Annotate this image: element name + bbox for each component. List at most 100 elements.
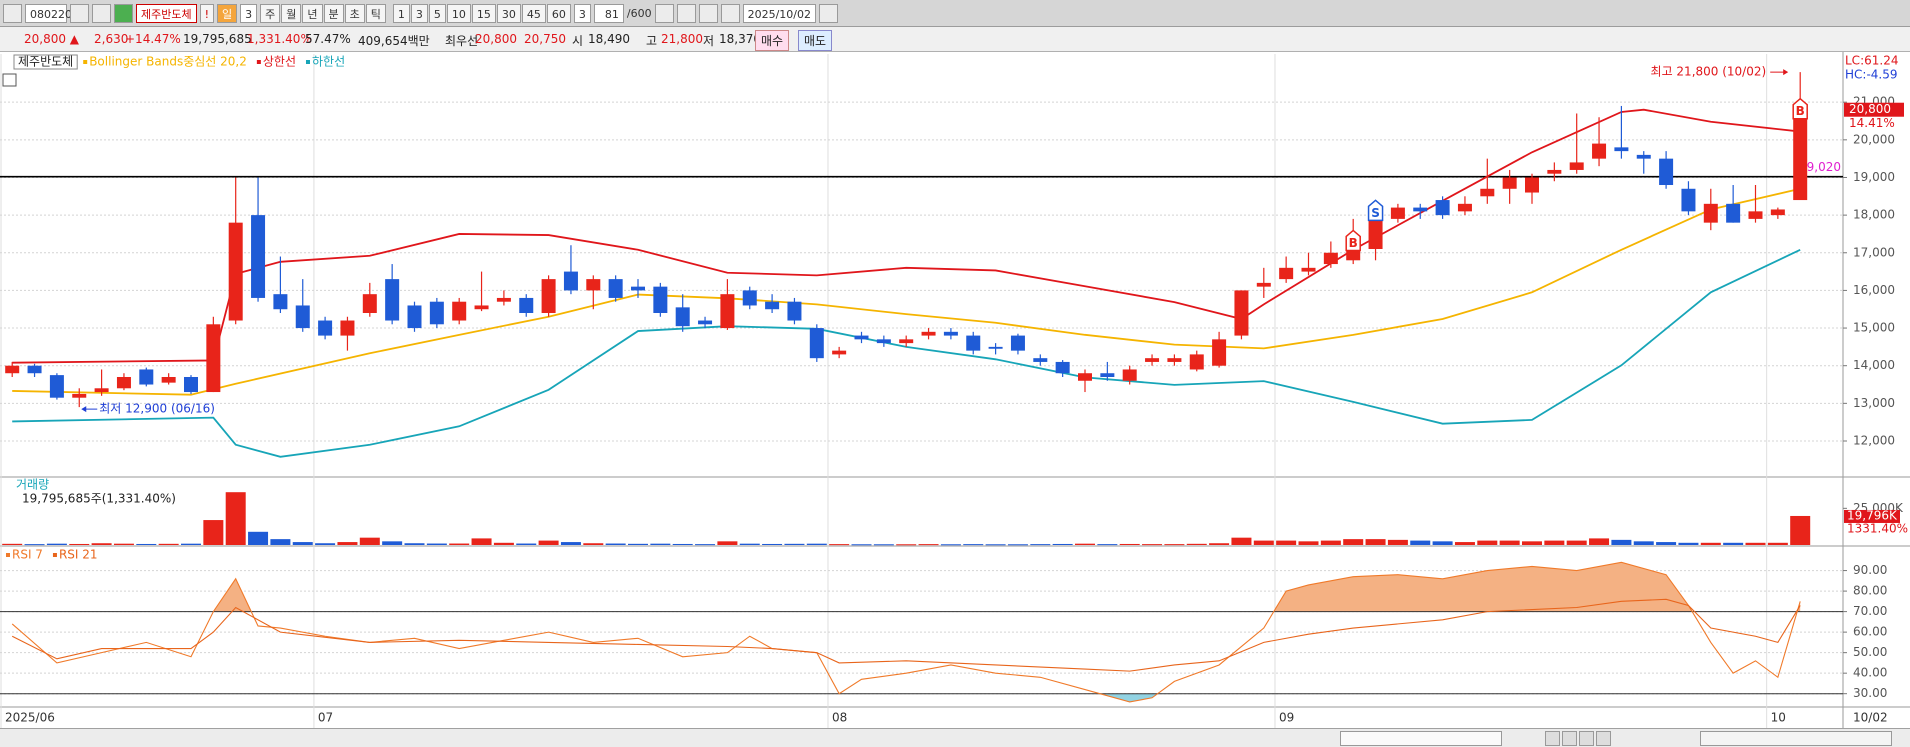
volume-bar [1075,543,1095,545]
zoom-control[interactable] [1700,731,1892,746]
x-tick-label: 10 [1771,711,1786,725]
tool-icon[interactable] [676,3,696,23]
signal-label: B [1349,236,1358,250]
nav-button[interactable] [1562,731,1577,746]
period-button[interactable]: 틱 [365,3,386,23]
candle-body [1323,252,1338,265]
interval-input[interactable]: 3 [573,3,591,23]
visible-input[interactable]: 81 [593,3,624,23]
settings-icon[interactable] [720,3,740,23]
nav-button[interactable] [1545,731,1560,746]
count-input[interactable]: 3 [240,3,258,23]
candle-body [5,365,20,374]
volume-bar [695,544,716,546]
band-line [12,108,1801,364]
volume-bar [315,543,336,545]
candle-body [988,346,1003,349]
interval-button[interactable]: 45 [521,3,546,23]
save-icon[interactable] [698,3,718,23]
candle-body [1234,290,1249,336]
candle-body [362,294,377,313]
code-input[interactable]: 080220 [25,3,72,23]
legend-label: Bollinger Bands중심선 20,2 [89,55,247,69]
period-button[interactable]: 월 [281,3,302,23]
y-tick-label: 12,000 [1853,433,1895,447]
buy-button[interactable]: 매수 [755,30,790,51]
interval-button[interactable]: 30 [496,3,521,23]
volume-bar [69,543,90,545]
y-tick-label: 18,000 [1853,208,1895,222]
volume-bar [1723,542,1744,545]
volume-bar [1387,539,1408,545]
candle-body [1390,207,1405,219]
y-tick-label: 14,000 [1853,358,1895,372]
candle-body [1770,209,1785,216]
panel-icon[interactable] [2,73,17,87]
volume-bar [1611,539,1632,545]
candle-body [698,320,713,325]
volume-bar [1745,542,1766,545]
alert-button[interactable]: ! [199,3,215,23]
signal-marker [1792,97,1808,120]
scroll-track[interactable] [1340,731,1502,746]
search-icon[interactable] [70,3,89,23]
volume-bar [270,539,291,545]
period-button[interactable]: 주 [260,3,281,23]
arrow-head [1783,69,1789,76]
candle-body [318,320,333,336]
volume-bar [1030,544,1051,546]
sell-button[interactable]: 매도 [798,30,833,51]
volume-bar [1410,540,1431,545]
candle-body [1167,358,1182,362]
interval-button[interactable]: 15 [471,3,496,23]
volume-bar [1186,543,1207,545]
candle-body [631,286,645,291]
volume-bar [1499,540,1520,545]
y-tick-label: 20,000 [1853,132,1895,146]
volume-bar [1365,539,1386,545]
last-volume-change: 1331.40% [1847,521,1908,535]
volume-bar [1007,544,1028,546]
candle-body [1256,282,1271,287]
x-tick-label: 07 [318,711,333,725]
candle-body [295,305,310,329]
date-input[interactable]: 2025/10/02 [742,3,817,23]
interval-button[interactable]: 1 [392,3,410,23]
y-tick-label: 60.00 [1853,625,1887,639]
period-button[interactable]: 분 [323,3,344,23]
period-button[interactable]: 초 [344,3,365,23]
volume-bar [829,544,850,546]
flag-icon[interactable] [114,3,133,23]
low: 18,370 [719,32,761,46]
sound-icon[interactable] [92,3,111,23]
nav-button[interactable] [1579,731,1594,746]
tool-icon[interactable] [654,3,674,23]
y-tick-label: 80.00 [1853,584,1887,598]
volume-bar [1589,538,1610,545]
period-button[interactable]: 년 [302,3,323,23]
candle-body [1525,177,1539,193]
volume-bar [1142,544,1163,546]
interval-button[interactable]: 3 [410,3,428,23]
candle-body [854,335,869,340]
interval-button[interactable]: 10 [446,3,471,23]
hc-label: HC:-4.59 [1845,68,1898,82]
candle-body [608,279,623,298]
volume-bar [158,543,179,545]
candle-body [653,286,668,313]
volume-bar [985,544,1006,546]
volume-bar [1164,544,1185,546]
menu-icon[interactable] [3,3,22,23]
interval-button[interactable]: 60 [546,3,571,23]
nav-button[interactable] [1596,731,1611,746]
chart-background [0,52,1910,728]
calendar-icon[interactable] [819,3,839,23]
volume-bar [359,537,380,545]
volume-bar [1790,515,1811,545]
interval-button[interactable]: 5 [428,3,446,23]
candle-body [1547,169,1562,174]
day-button[interactable]: 일 [217,3,238,23]
candle-body [742,290,757,306]
stock-name[interactable]: 제주반도체 [136,3,197,23]
y-tick-label: 90.00 [1853,563,1887,577]
